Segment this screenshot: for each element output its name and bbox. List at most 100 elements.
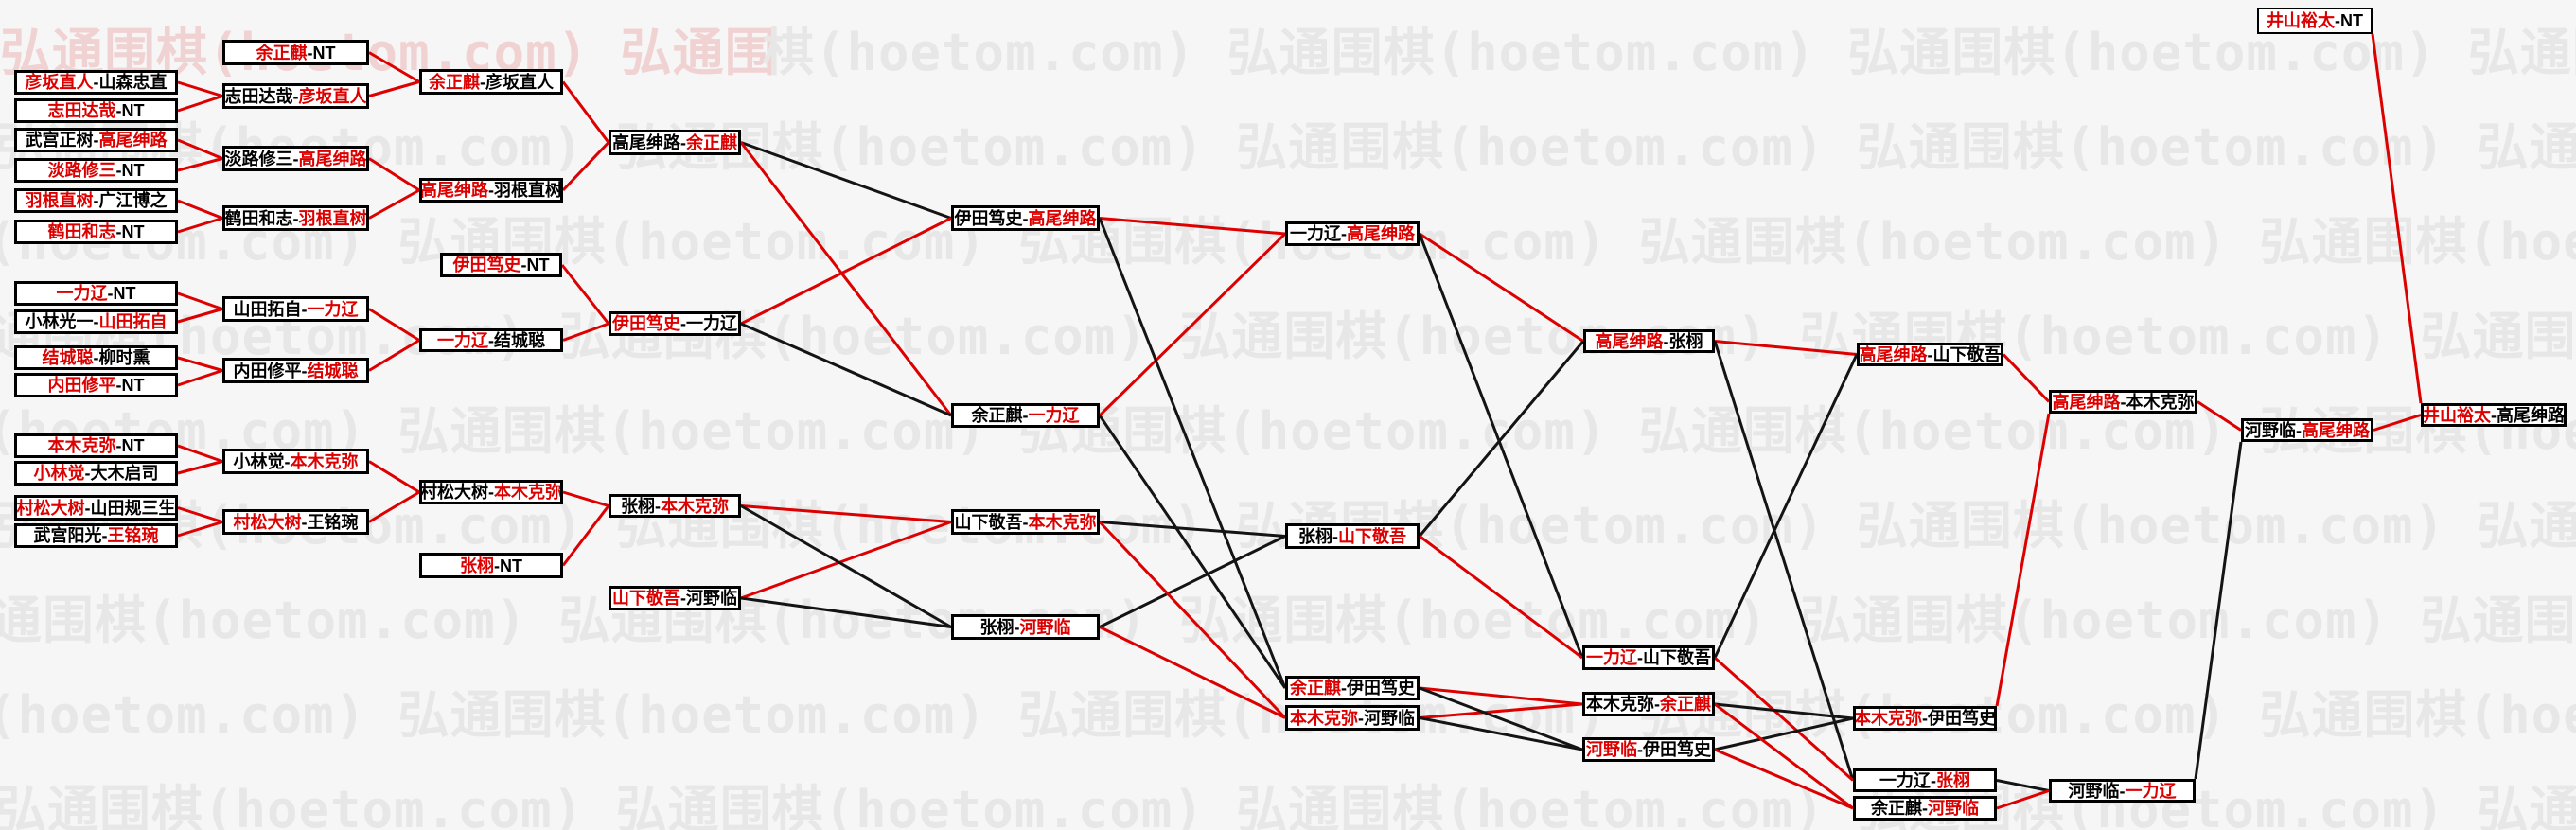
player-b: NT [113,284,136,303]
bracket-line-f1-g1 [1419,232,1584,343]
player-a: 高尾绅路 [1595,331,1664,351]
player-b: 高尾绅路 [2497,405,2565,425]
match-box-a6: 鹤田和志 - NT [14,220,178,244]
separator: - [1022,512,1029,532]
player-a: 小林觉 [233,451,285,471]
player-b: 高尾绅路 [1347,224,1415,243]
player-b: 本木克弥 [1028,512,1097,532]
bracket-line-a5-b4 [177,199,223,220]
player-b: 余正麒 [686,132,737,152]
player-a: 余正麒 [1871,799,1922,818]
player-a: 小林光一 [25,312,94,331]
bracket-line-j1-i2 [2194,441,2243,780]
bracket-line-c3-d2 [560,264,610,325]
bracket-line-e1-f1 [1099,217,1286,236]
bracket-line-a7-b5 [177,291,223,310]
bracket-line-t1-k1 [2371,33,2423,404]
bracket-line-a6-b4 [177,217,223,234]
separator: - [307,43,313,62]
player-a: 鹤田和志 [224,208,293,228]
player-b: 本木克弥 [290,451,359,471]
player-a: 一力辽 [1879,770,1931,790]
player-b: 余正麒 [1660,695,1711,714]
separator: - [1358,708,1364,728]
bracket-line-b1-c1 [368,51,420,83]
bracket-line-g4-h2 [1714,716,1854,751]
player-a: 张栩 [621,496,655,516]
match-box-f1: 一力辽 - 高尾绅路 [1285,221,1420,246]
bracket-line-h3-i2 [1996,779,2050,792]
separator: - [2491,405,2497,425]
separator: - [1341,224,1347,243]
player-b: NT [121,376,145,395]
player-a: 一力辽 [1586,648,1637,667]
player-a: 本木克弥 [1290,708,1358,728]
player-b: 羽根直树 [494,181,562,200]
player-b: 伊田笃史 [1347,679,1415,698]
match-box-e2: 余正麒 - 一力辽 [951,403,1100,428]
match-box-g1: 高尾绅路 - 张栩 [1583,329,1715,353]
separator: - [1022,208,1029,228]
player-b: 山下敬吾 [1338,526,1406,546]
separator: - [115,222,122,241]
match-box-e3: 山下敬吾 - 本木克弥 [951,509,1100,535]
separator: - [1663,331,1669,351]
player-a: 淡路修三 [224,149,293,168]
bracket-line-f4-g4 [1419,716,1583,751]
player-b: 高尾绅路 [1028,208,1097,228]
match-box-b7: 小林觉 - 本木克弥 [222,449,369,474]
player-a: 本木克弥 [47,436,116,455]
bracket-line-a4-b3 [177,157,223,172]
player-a: 井山裕太 [2423,405,2491,425]
bracket-line-h2-i1 [1995,413,2051,707]
player-a: 彦坂直人 [25,73,94,92]
player-a: 高尾绅路 [1859,344,1928,364]
separator: - [680,132,686,152]
match-box-a12: 小林觉 - 大木启司 [14,461,178,486]
player-a: 一力辽 [1290,224,1341,243]
separator: - [488,483,494,502]
player-a: 山下敬吾 [954,512,1023,532]
player-a: 武宫正树 [25,131,94,150]
separator: - [301,361,308,380]
match-box-a5: 羽根直树 - 广江博之 [14,188,178,213]
bracket-line-a9-b6 [177,356,223,372]
match-box-f4: 本木克弥 - 河野临 [1285,705,1420,731]
separator: - [292,86,299,106]
player-b: 伊田笃史 [1928,709,1996,728]
player-b: 本木克弥 [2126,392,2195,412]
player-a: 山下敬吾 [612,589,680,608]
bracket-line-a3-b3 [177,138,223,160]
player-b: 山下敬吾 [1643,648,1711,667]
player-a: 一力辽 [437,330,488,350]
player-b: NT [121,161,145,180]
bracket-line-a1-b2 [177,80,223,97]
bracket-line-e2-f3 [1098,415,1287,689]
bracket-line-e3-f4 [1098,521,1287,719]
bracket-line-b5-c4 [368,308,420,342]
match-box-a1: 彦坂直人 - 山森忠直 [14,70,178,95]
player-b: 山田规三生 [90,498,176,518]
player-b: 高尾绅路 [2302,420,2370,440]
player-b: 高尾绅路 [98,131,168,150]
match-box-t1: 井山裕太 - NT [2257,8,2373,34]
match-box-k1: 井山裕太 - 高尾绅路 [2421,403,2567,427]
player-a: 小林觉 [33,464,85,483]
player-b: 一力辽 [2125,781,2177,801]
match-box-a13: 村松大树 - 山田规三生 [14,495,178,521]
match-box-e1: 伊田笃史 - 高尾绅路 [951,205,1100,231]
bracket-line-e3-f2 [1099,521,1286,538]
player-b: 伊田笃史 [1643,740,1711,759]
bracket-line-g2-h3 [1714,656,1854,782]
separator: - [93,348,99,367]
bracket-line-d4-e4 [740,596,952,628]
player-a: 伊田笃史 [954,208,1023,228]
player-b: 一力辽 [1028,406,1080,425]
separator: - [520,256,527,274]
bracket-line-b4-c2 [368,188,420,220]
bracket-line-a10-b6 [177,369,223,387]
separator: - [2335,11,2340,30]
player-a: 河野临 [2068,781,2120,801]
match-box-i1: 高尾绅路 - 本木克弥 [2049,390,2197,414]
